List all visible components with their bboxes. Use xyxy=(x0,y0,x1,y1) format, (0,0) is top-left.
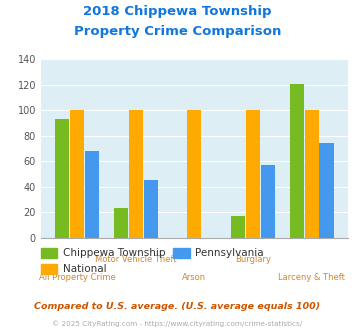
Bar xyxy=(129,110,143,238)
Bar xyxy=(246,110,260,238)
Bar xyxy=(261,165,275,238)
Text: Property Crime Comparison: Property Crime Comparison xyxy=(74,25,281,38)
Bar xyxy=(85,151,99,238)
Text: © 2025 CityRating.com - https://www.cityrating.com/crime-statistics/: © 2025 CityRating.com - https://www.city… xyxy=(53,320,302,327)
Bar xyxy=(290,83,304,238)
Text: Motor Vehicle Theft: Motor Vehicle Theft xyxy=(95,255,176,264)
Bar xyxy=(320,144,334,238)
Text: Arson: Arson xyxy=(182,273,206,282)
Bar xyxy=(187,110,201,238)
Bar xyxy=(55,119,69,238)
Text: Larceny & Theft: Larceny & Theft xyxy=(278,273,345,282)
Bar xyxy=(114,208,128,238)
Text: 2018 Chippewa Township: 2018 Chippewa Township xyxy=(83,5,272,18)
Text: All Property Crime: All Property Crime xyxy=(39,273,115,282)
Text: Compared to U.S. average. (U.S. average equals 100): Compared to U.S. average. (U.S. average … xyxy=(34,302,321,311)
Bar xyxy=(144,180,158,238)
Text: Burglary: Burglary xyxy=(235,255,271,264)
Legend: Chippewa Township, National, Pennsylvania: Chippewa Township, National, Pennsylvani… xyxy=(41,248,264,274)
Bar xyxy=(305,110,318,238)
Bar xyxy=(231,216,245,238)
Bar xyxy=(70,110,84,238)
